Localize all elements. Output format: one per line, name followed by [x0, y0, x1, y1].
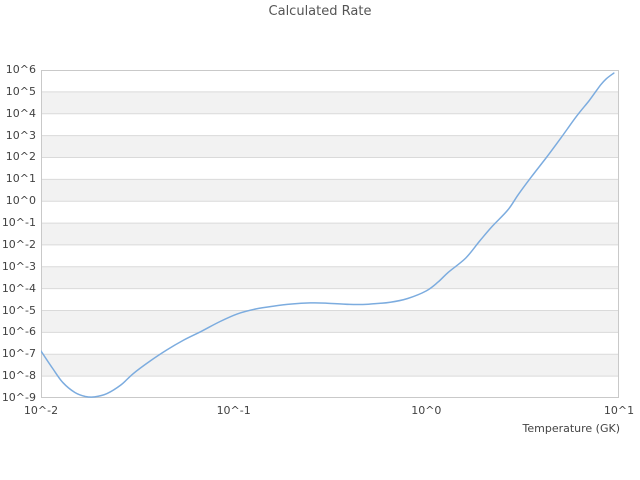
y-tick-label: 10^-4: [1, 281, 36, 295]
y-tick-label: 10^-5: [1, 303, 36, 317]
decade-band: [41, 91, 619, 114]
decade-band: [41, 244, 619, 267]
decade-band: [41, 223, 619, 245]
rate-curve: [41, 72, 615, 398]
decade-band: [41, 354, 619, 377]
y-tick-label: 10^2: [5, 150, 36, 164]
chart-title: Calculated Rate: [268, 4, 372, 19]
y-tick-label: 10^-1: [1, 216, 36, 230]
decade-band: [41, 310, 619, 333]
y-tick-label: 10^-6: [1, 325, 36, 339]
decade-band: [41, 70, 619, 92]
decade-band: [41, 135, 619, 158]
decade-band: [41, 288, 619, 311]
decade-band: [41, 332, 619, 355]
y-tick-label: 10^-7: [1, 347, 36, 361]
decade-band: [41, 113, 619, 136]
decade-band: [41, 201, 619, 224]
x-axis-title: Temperature (GK): [522, 422, 621, 435]
plot-area: [41, 70, 619, 398]
decade-band: [41, 376, 619, 398]
x-tick-label: 10^1: [603, 404, 635, 417]
plot-border: [41, 70, 619, 398]
y-tick-label: 10^5: [5, 84, 36, 98]
x-tick-label: 10^-1: [216, 404, 251, 417]
y-tick-label: 10^0: [5, 194, 36, 208]
y-tick-label: 10^6: [5, 63, 36, 76]
y-tick-label: 10^4: [5, 106, 36, 120]
x-tick-label: 10^-2: [23, 404, 59, 417]
decade-band: [41, 266, 619, 289]
y-tick-label: 10^-8: [1, 369, 36, 383]
decade-band: [41, 179, 619, 202]
x-tick-label: 10^0: [411, 404, 442, 417]
y-tick-label: 10^-3: [1, 259, 36, 273]
y-tick-label: 10^1: [5, 172, 36, 186]
decade-band: [41, 157, 619, 180]
y-tick-label: 10^-9: [1, 391, 36, 404]
y-tick-label: 10^3: [5, 128, 36, 142]
y-tick-label: 10^-2: [1, 237, 36, 251]
